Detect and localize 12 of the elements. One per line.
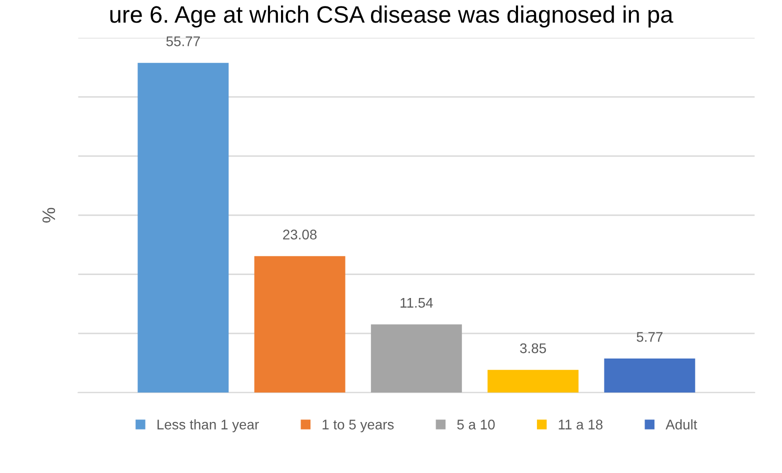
chart-title: ure 6. Age at which CSA disease was diagnosed in pa xyxy=(110,6,674,28)
legend-label: Adult xyxy=(666,419,698,430)
y-axis-title: % xyxy=(42,208,56,223)
legend-label: 5 a 10 xyxy=(457,420,495,430)
legend-label: Less than 1 year xyxy=(158,419,259,432)
data-label: 5.77 xyxy=(636,332,662,342)
data-label: 3.85 xyxy=(520,343,546,354)
legend-label: 11 a 18 xyxy=(558,420,602,430)
data-label: 23.08 xyxy=(283,230,317,240)
legend-label: 1 to 5 years xyxy=(322,420,394,432)
data-label: 55.77 xyxy=(166,36,200,46)
data-label: 11.54 xyxy=(400,298,433,308)
